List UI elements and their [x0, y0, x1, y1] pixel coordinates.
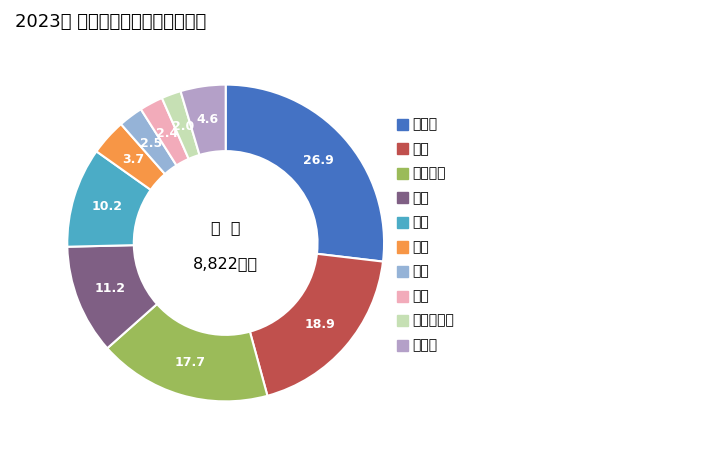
Text: 総  額: 総 額	[211, 220, 240, 234]
Bar	[397, 119, 408, 130]
Text: 4.6: 4.6	[197, 113, 219, 126]
Text: 英国: 英国	[413, 265, 430, 279]
Text: 中国: 中国	[413, 142, 430, 156]
Bar	[397, 217, 408, 228]
Text: エストニア: エストニア	[413, 314, 454, 328]
Wedge shape	[96, 124, 165, 190]
Bar	[397, 266, 408, 277]
Text: ドイツ: ドイツ	[413, 117, 438, 131]
Text: 韓国: 韓国	[413, 289, 430, 303]
Text: 2.4: 2.4	[156, 127, 178, 140]
Bar	[397, 340, 408, 351]
Bar	[397, 143, 408, 154]
Text: タイ: タイ	[413, 191, 430, 205]
Text: 2.5: 2.5	[140, 137, 162, 150]
Bar	[397, 291, 408, 302]
Text: 香港: 香港	[413, 240, 430, 254]
Bar	[397, 241, 408, 252]
Text: その他: その他	[413, 338, 438, 352]
Text: 10.2: 10.2	[91, 200, 122, 213]
Wedge shape	[121, 109, 176, 174]
Bar	[397, 168, 408, 179]
Bar	[397, 192, 408, 203]
Text: 3.7: 3.7	[122, 153, 144, 166]
Wedge shape	[141, 98, 189, 166]
Text: 26.9: 26.9	[304, 154, 334, 167]
Text: 米国: 米国	[413, 216, 430, 230]
Bar	[397, 315, 408, 326]
Wedge shape	[250, 254, 383, 396]
Wedge shape	[226, 85, 384, 261]
Wedge shape	[181, 85, 226, 155]
Text: 2023年 輸出相手国のシェア（％）: 2023年 輸出相手国のシェア（％）	[15, 14, 206, 32]
Wedge shape	[162, 91, 199, 159]
Text: 17.7: 17.7	[175, 356, 206, 369]
Text: 2.0: 2.0	[172, 120, 194, 133]
Text: 8,822万円: 8,822万円	[193, 256, 258, 271]
Wedge shape	[67, 245, 157, 348]
Text: 11.2: 11.2	[95, 282, 125, 295]
Wedge shape	[67, 151, 151, 247]
Text: 18.9: 18.9	[304, 318, 336, 331]
Text: イタリア: イタリア	[413, 166, 446, 180]
Wedge shape	[107, 304, 267, 401]
